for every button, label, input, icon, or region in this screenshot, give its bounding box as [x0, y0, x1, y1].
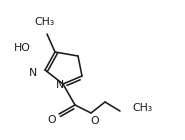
Text: N: N: [56, 80, 64, 90]
Text: O: O: [91, 116, 99, 126]
Text: O: O: [48, 115, 56, 125]
Text: HO: HO: [14, 43, 31, 53]
Text: CH₃: CH₃: [132, 103, 152, 113]
Text: CH₃: CH₃: [34, 17, 54, 27]
Text: N: N: [29, 68, 37, 78]
